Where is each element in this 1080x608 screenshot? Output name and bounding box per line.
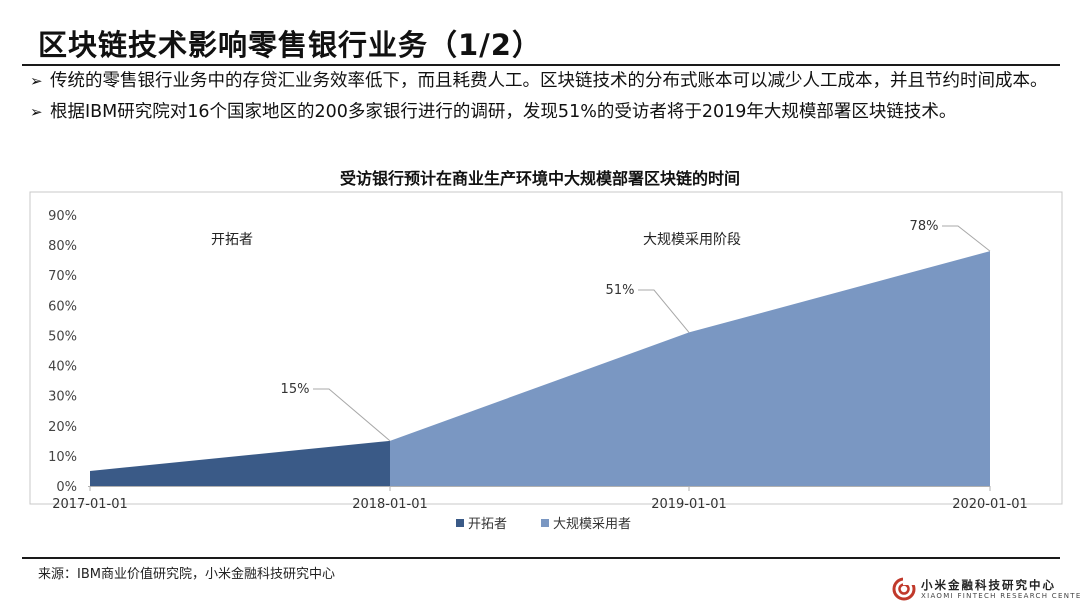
page-title: 区块链技术影响零售银行业务（1/2）: [38, 28, 542, 62]
x-tick-label: 2018-01-01: [352, 497, 428, 512]
y-tick-label: 30%: [48, 390, 77, 405]
leader-line: [942, 225, 991, 252]
region-label-pioneers: 开拓者: [211, 232, 253, 248]
arrow-bullet-icon: ➢: [30, 72, 43, 90]
y-tick-label: 70%: [48, 269, 77, 284]
data-label: 15%: [281, 382, 310, 397]
logo: 小米金融科技研究中心 XIAOMI FINTECH RESEARCH CENTE…: [891, 576, 1080, 604]
y-tick-label: 80%: [48, 239, 77, 254]
legend-swatch-adopters: [541, 519, 549, 527]
data-label: 78%: [910, 219, 939, 234]
x-tick-label: 2019-01-01: [651, 497, 727, 512]
bullet-item: ➢ 根据IBM研究院对16个国家地区的200多家银行进行的调研，发现51%的受访…: [30, 101, 1060, 123]
y-tick-label: 90%: [48, 209, 77, 224]
leader-line: [313, 388, 391, 442]
bullet-text: 传统的零售银行业务中的存贷汇业务效率低下，而且耗费人工。区块链技术的分布式账本可…: [50, 71, 1048, 91]
leader-line: [638, 289, 690, 333]
region-label-adoption-stage: 大规模采用阶段: [643, 232, 741, 248]
y-tick-label: 40%: [48, 360, 77, 375]
source-note: 来源：IBM商业价值研究院，小米金融科技研究中心: [38, 567, 335, 582]
area-series-adopters: [390, 251, 990, 486]
arrow-bullet-icon: ➢: [30, 103, 43, 121]
x-tick-label: 2017-01-01: [52, 497, 128, 512]
area-series-pioneers: [90, 440, 390, 486]
legend-label-adopters: 大规模采用者: [553, 517, 631, 532]
bullet-text: 根据IBM研究院对16个国家地区的200多家银行进行的调研，发现51%的受访者将…: [50, 102, 957, 122]
bullet-item: ➢ 传统的零售银行业务中的存贷汇业务效率低下，而且耗费人工。区块链技术的分布式账…: [30, 70, 1060, 92]
chart-title: 受访银行预计在商业生产环境中大规模部署区块链的时间: [339, 169, 740, 188]
logo-text-en: XIAOMI FINTECH RESEARCH CENTER: [921, 592, 1080, 600]
legend-label-pioneers: 开拓者: [468, 517, 507, 532]
legend-swatch-pioneers: [456, 519, 464, 527]
y-tick-label: 60%: [48, 299, 77, 314]
source-divider: [22, 557, 1060, 559]
y-tick-label: 50%: [48, 329, 77, 344]
title-divider: [22, 64, 1060, 66]
bullet-list: ➢ 传统的零售银行业务中的存贷汇业务效率低下，而且耗费人工。区块链技术的分布式账…: [30, 70, 1060, 132]
plot-frame: [29, 191, 1063, 505]
y-tick-label: 10%: [48, 450, 77, 465]
y-tick-label: 0%: [56, 480, 77, 495]
logo-text-cn: 小米金融科技研究中心: [921, 578, 1056, 592]
x-tick-label: 2020-01-01: [952, 497, 1028, 512]
y-tick-label: 20%: [48, 420, 77, 435]
data-label: 51%: [606, 283, 635, 298]
logo-mark-icon: [892, 576, 917, 601]
